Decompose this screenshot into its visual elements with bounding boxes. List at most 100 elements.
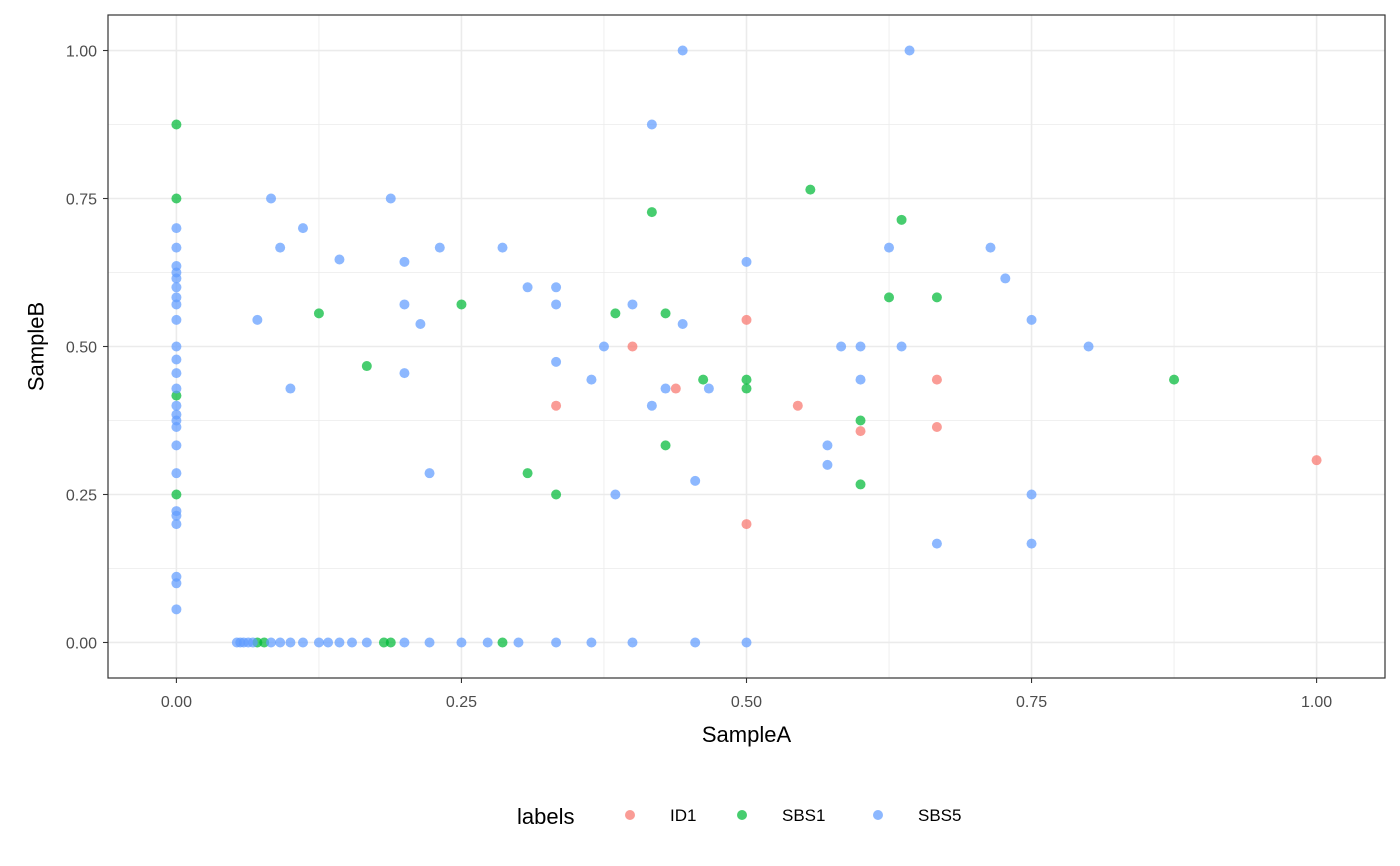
point-id1 — [551, 400, 562, 411]
x-tick-label: 0.50 — [731, 694, 762, 711]
point-sbs5 — [482, 637, 493, 648]
point-sbs5 — [266, 193, 277, 204]
point-id1 — [931, 374, 942, 385]
point-sbs5 — [677, 319, 688, 330]
point-sbs5 — [836, 341, 847, 352]
point-sbs5 — [415, 319, 426, 330]
point-sbs5 — [361, 637, 372, 648]
point-sbs5 — [171, 383, 182, 394]
point-id1 — [1311, 455, 1322, 466]
point-sbs5 — [171, 468, 182, 479]
point-sbs5 — [551, 282, 562, 293]
point-sbs5 — [252, 314, 263, 325]
y-tick-label: 0.25 — [66, 487, 97, 504]
point-sbs5 — [703, 383, 714, 394]
x-tick-label: 1.00 — [1301, 694, 1332, 711]
point-sbs1 — [313, 308, 324, 319]
point-sbs5 — [904, 45, 915, 56]
point-sbs5 — [275, 637, 286, 648]
point-sbs1 — [171, 390, 182, 401]
point-sbs5 — [1026, 538, 1037, 549]
point-sbs5 — [285, 383, 296, 394]
series-sbs5 — [171, 45, 1094, 648]
point-sbs5 — [399, 637, 410, 648]
point-sbs5 — [399, 256, 410, 267]
point-sbs1 — [378, 637, 389, 648]
point-sbs5 — [646, 119, 657, 130]
point-id1 — [670, 383, 681, 394]
point-sbs5 — [456, 637, 467, 648]
point-sbs5 — [171, 354, 182, 365]
point-sbs5 — [690, 637, 701, 648]
point-sbs1 — [805, 184, 816, 195]
point-sbs5 — [586, 637, 597, 648]
point-sbs1 — [855, 415, 866, 426]
point-sbs5 — [399, 299, 410, 310]
point-sbs5 — [297, 637, 308, 648]
point-sbs5 — [297, 223, 308, 234]
point-sbs5 — [266, 637, 277, 648]
point-id1 — [627, 341, 638, 352]
y-tick-label: 0.50 — [66, 340, 97, 357]
y-axis-title: SampleB — [24, 302, 49, 391]
point-sbs5 — [171, 282, 182, 293]
point-sbs1 — [660, 308, 671, 319]
point-sbs5 — [646, 400, 657, 411]
point-sbs5 — [1026, 489, 1037, 500]
point-sbs5 — [741, 637, 752, 648]
point-sbs5 — [424, 637, 435, 648]
point-sbs1 — [931, 292, 942, 303]
legend-key-sbs1 — [737, 810, 747, 820]
point-sbs1 — [660, 440, 671, 451]
point-sbs1 — [171, 193, 182, 204]
x-axis-ticks: 0.00 0.25 0.50 0.75 1.00 — [161, 678, 1332, 711]
point-sbs1 — [385, 637, 396, 648]
point-sbs5 — [285, 637, 296, 648]
point-sbs5 — [434, 242, 445, 253]
point-sbs5 — [171, 519, 182, 530]
major-gridlines — [108, 15, 1385, 678]
y-tick-label: 1.00 — [66, 44, 97, 61]
point-sbs5 — [985, 242, 996, 253]
point-id1 — [741, 519, 752, 530]
point-sbs1 — [497, 637, 508, 648]
point-sbs5 — [171, 604, 182, 615]
point-sbs5 — [334, 254, 345, 265]
point-sbs5 — [522, 282, 533, 293]
point-sbs5 — [171, 440, 182, 451]
point-sbs5 — [171, 273, 182, 284]
point-sbs1 — [855, 479, 866, 490]
point-sbs5 — [627, 637, 638, 648]
point-id1 — [855, 426, 866, 437]
series-id1 — [551, 314, 1322, 530]
point-sbs1 — [884, 292, 895, 303]
point-sbs5 — [171, 299, 182, 310]
legend-label-sbs5: SBS5 — [918, 806, 961, 825]
point-sbs5 — [896, 341, 907, 352]
point-sbs5 — [171, 368, 182, 379]
point-sbs5 — [741, 256, 752, 267]
y-axis-ticks: 0.00 0.25 0.50 0.75 1.00 — [66, 44, 108, 652]
point-sbs1 — [741, 374, 752, 385]
point-sbs5 — [1000, 273, 1011, 284]
point-sbs5 — [247, 637, 258, 648]
point-sbs5 — [171, 223, 182, 234]
point-sbs1 — [1169, 374, 1180, 385]
point-sbs5 — [855, 374, 866, 385]
point-sbs5 — [497, 242, 508, 253]
legend-label-sbs1: SBS1 — [782, 806, 825, 825]
legend: labels ID1 SBS1 SBS5 — [517, 804, 961, 829]
point-sbs5 — [171, 400, 182, 411]
point-sbs5 — [1083, 341, 1094, 352]
x-tick-label: 0.25 — [446, 694, 477, 711]
data-points — [171, 45, 1322, 648]
legend-title: labels — [517, 804, 574, 829]
point-id1 — [792, 400, 803, 411]
point-sbs5 — [171, 242, 182, 253]
point-sbs5 — [551, 299, 562, 310]
point-sbs1 — [456, 299, 467, 310]
point-sbs5 — [1026, 314, 1037, 325]
point-sbs1 — [698, 374, 709, 385]
point-sbs5 — [171, 314, 182, 325]
